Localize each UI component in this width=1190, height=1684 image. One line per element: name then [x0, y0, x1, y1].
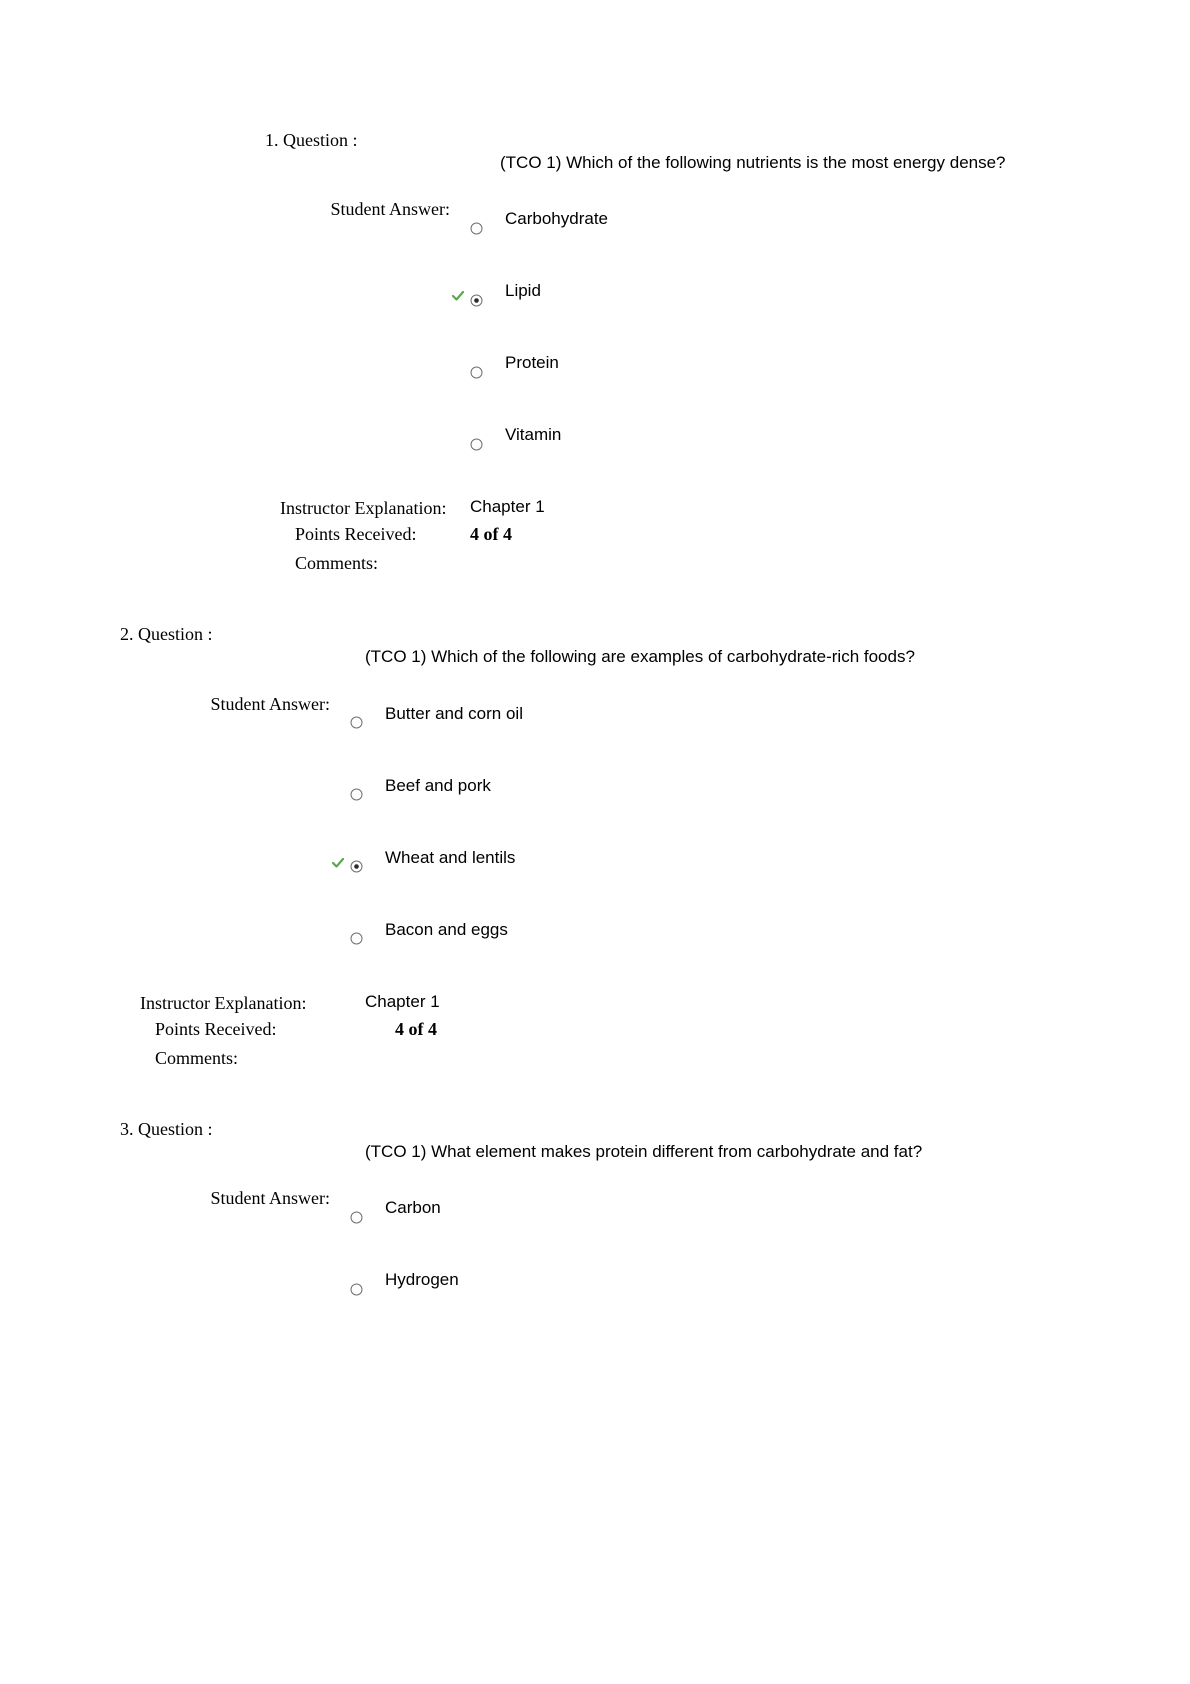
question-2: 2. Question : (TCO 1) Which of the follo…	[120, 624, 1070, 1068]
option-carbohydrate[interactable]: Carbohydrate	[470, 199, 608, 239]
question-row: 2. Question : (TCO 1) Which of the follo…	[120, 624, 1070, 668]
option-lipid[interactable]: Lipid	[470, 271, 608, 311]
instructor-value: Chapter 1	[470, 497, 545, 517]
question-number: 3. Question :	[120, 1119, 365, 1140]
option-wheat[interactable]: Wheat and lentils	[350, 838, 523, 878]
option-label: Carbohydrate	[505, 209, 608, 229]
question-text: (TCO 1) Which of the following nutrients…	[500, 130, 1006, 174]
comments-label: Comments:	[120, 1048, 365, 1069]
question-row: 3. Question : (TCO 1) What element makes…	[120, 1119, 1070, 1163]
radio-unselected-icon	[470, 366, 483, 379]
radio-unselected-icon	[470, 222, 483, 235]
option-label: Bacon and eggs	[385, 920, 508, 940]
option-label: Beef and pork	[385, 776, 491, 796]
question-text: (TCO 1) Which of the following are examp…	[365, 624, 915, 668]
options-list: Carbon Hydrogen	[350, 1188, 459, 1332]
comments-row: Comments:	[120, 553, 1070, 574]
question-3: 3. Question : (TCO 1) What element makes…	[120, 1119, 1070, 1332]
question-number: 1. Question :	[265, 130, 500, 151]
radio-unselected-icon	[470, 438, 483, 451]
option-label: Wheat and lentils	[385, 848, 515, 868]
checkmark-icon	[331, 856, 345, 870]
question-text: (TCO 1) What element makes protein diffe…	[365, 1119, 922, 1163]
instructor-value: Chapter 1	[365, 992, 440, 1012]
option-protein[interactable]: Protein	[470, 343, 608, 383]
radio-unselected-icon	[350, 788, 363, 801]
student-answer-label: Student Answer:	[120, 1188, 350, 1209]
points-value: 4 of 4	[470, 524, 512, 545]
student-answer-row: Student Answer: Carbohydrate Lipid Prote…	[120, 199, 1070, 487]
student-answer-label: Student Answer:	[120, 199, 470, 220]
question-number: 2. Question :	[120, 624, 365, 645]
checkmark-icon	[451, 289, 465, 303]
question-1: 1. Question : (TCO 1) Which of the follo…	[120, 130, 1070, 574]
radio-unselected-icon	[350, 716, 363, 729]
radio-unselected-icon	[350, 932, 363, 945]
option-label: Butter and corn oil	[385, 704, 523, 724]
option-label: Vitamin	[505, 425, 561, 445]
student-answer-label: Student Answer:	[120, 694, 350, 715]
points-label: Points Received:	[120, 524, 470, 545]
option-hydrogen[interactable]: Hydrogen	[350, 1260, 459, 1300]
radio-unselected-icon	[350, 1283, 363, 1296]
radio-unselected-icon	[350, 1211, 363, 1224]
radio-selected-icon	[470, 294, 483, 307]
instructor-label: Instructor Explanation:	[120, 992, 365, 1015]
option-label: Hydrogen	[385, 1270, 459, 1290]
option-vitamin[interactable]: Vitamin	[470, 415, 608, 455]
options-list: Carbohydrate Lipid Protein Vitamin	[470, 199, 608, 487]
option-bacon[interactable]: Bacon and eggs	[350, 910, 523, 950]
comments-label: Comments:	[120, 553, 470, 574]
points-label: Points Received:	[120, 1019, 365, 1040]
points-value: 4 of 4	[395, 1019, 437, 1040]
instructor-row: Instructor Explanation: Chapter 1	[120, 992, 1070, 1015]
option-label: Carbon	[385, 1198, 441, 1218]
option-carbon[interactable]: Carbon	[350, 1188, 459, 1228]
radio-selected-icon	[350, 860, 363, 873]
student-answer-row: Student Answer: Carbon Hydrogen	[120, 1188, 1070, 1332]
comments-row: Comments:	[120, 1048, 1070, 1069]
option-butter[interactable]: Butter and corn oil	[350, 694, 523, 734]
option-beef[interactable]: Beef and pork	[350, 766, 523, 806]
points-row: Points Received: 4 of 4	[120, 1019, 1070, 1040]
option-label: Protein	[505, 353, 559, 373]
points-row: Points Received: 4 of 4	[120, 524, 1070, 545]
option-label: Lipid	[505, 281, 541, 301]
student-answer-row: Student Answer: Butter and corn oil Beef…	[120, 694, 1070, 982]
question-row: 1. Question : (TCO 1) Which of the follo…	[120, 130, 1070, 174]
instructor-row: Instructor Explanation: Chapter 1	[120, 497, 1070, 520]
instructor-label: Instructor Explanation:	[120, 497, 470, 520]
options-list: Butter and corn oil Beef and pork Wheat …	[350, 694, 523, 982]
